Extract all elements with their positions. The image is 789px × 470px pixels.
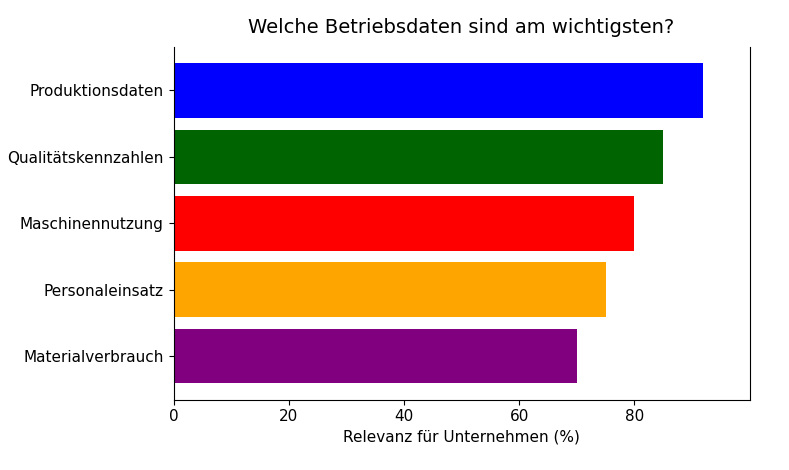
Bar [174, 329, 577, 384]
Bar [174, 63, 704, 118]
X-axis label: Relevanz für Unternehmen (%): Relevanz für Unternehmen (%) [343, 430, 580, 445]
Title: Welche Betriebsdaten sind am wichtigsten?: Welche Betriebsdaten sind am wichtigsten… [249, 18, 675, 37]
Bar [174, 130, 663, 184]
Bar [174, 262, 606, 317]
Bar [174, 196, 634, 251]
